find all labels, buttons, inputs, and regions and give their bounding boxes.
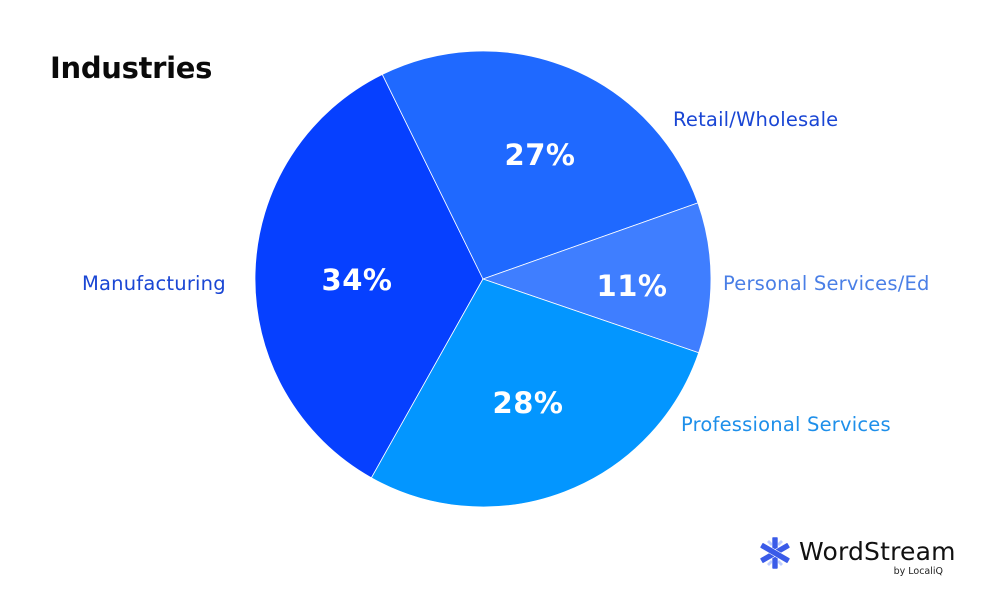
slice-value-retail: 27% xyxy=(504,138,576,172)
category-label-retail: Retail/Wholesale xyxy=(673,108,839,131)
category-label-professional: Professional Services xyxy=(681,413,891,436)
category-label-personal: Personal Services/Ed xyxy=(723,272,930,295)
slice-manufacturing xyxy=(254,73,484,479)
slice-value-professional: 28% xyxy=(492,386,564,420)
slice-value-manufacturing: 34% xyxy=(321,263,393,297)
slice-retail-wholesale xyxy=(381,50,699,280)
wordstream-logo: WordStream by LocaliQ xyxy=(757,535,957,580)
slice-value-personal: 11% xyxy=(596,269,668,303)
category-label-manufacturing: Manufacturing xyxy=(82,272,226,295)
logo-wordmark: WordStream xyxy=(799,537,956,566)
logo-subtitle: by LocaliQ xyxy=(893,566,943,577)
slice-professional-services xyxy=(370,278,700,508)
wordstream-asterisk-icon xyxy=(759,536,791,570)
slice-personal-services xyxy=(481,202,712,354)
chart-title: Industries xyxy=(50,51,213,85)
